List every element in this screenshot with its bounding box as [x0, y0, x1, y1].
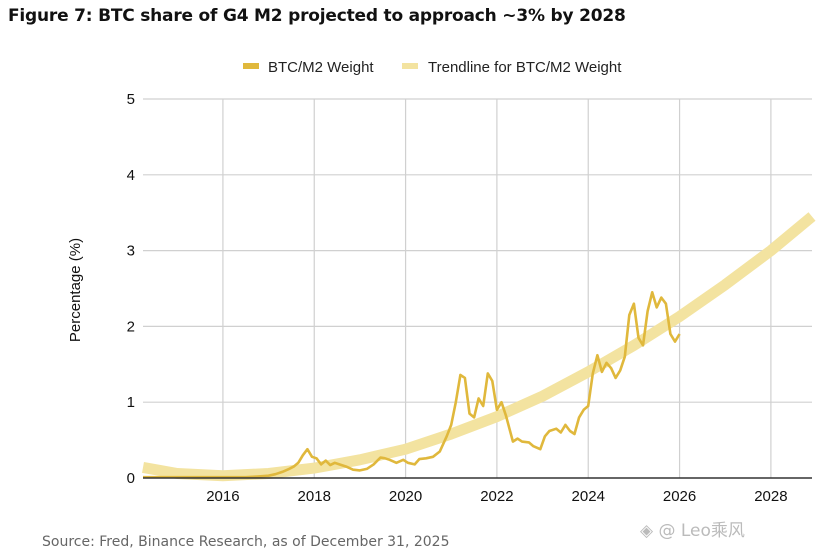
x-tick-label: 2018: [298, 488, 331, 505]
y-tick-label: 2: [127, 318, 135, 335]
x-tick-label: 2026: [663, 488, 696, 505]
x-tick-label: 2016: [206, 488, 239, 505]
y-tick-label: 0: [127, 470, 135, 487]
legend-swatch-trend: [402, 63, 418, 69]
y-tick-label: 1: [127, 394, 135, 411]
x-tick-label: 2020: [389, 488, 422, 505]
chart-title: Figure 7: BTC share of G4 M2 projected t…: [8, 6, 626, 26]
btc-m2-weight-series: [143, 291, 681, 479]
y-axis-label: Percentage (%): [67, 238, 84, 342]
y-tick-label: 5: [127, 91, 135, 108]
watermark: ◈ @ Leo乘风: [640, 521, 745, 541]
trendline-series: [142, 212, 816, 482]
x-tick-label: 2024: [572, 488, 605, 505]
legend-label-trend: Trendline for BTC/M2 Weight: [428, 59, 622, 76]
y-tick-label: 4: [127, 167, 135, 184]
x-tick-label: 2022: [480, 488, 513, 505]
legend: BTC/M2 Weight Trendline for BTC/M2 Weigh…: [243, 59, 622, 76]
legend-label-btc: BTC/M2 Weight: [268, 59, 374, 76]
series: [142, 212, 816, 482]
x-tick-label: 2028: [754, 488, 787, 505]
y-tick-labels: 0 1 2 3 4 5: [127, 91, 135, 487]
source-note: Source: Fred, Binance Research, as of De…: [42, 534, 450, 550]
y-tick-label: 3: [127, 243, 135, 260]
legend-swatch-btc: [243, 63, 259, 69]
x-tick-labels: 2016 2018 2020 2022 2024 2026 2028: [206, 488, 787, 505]
